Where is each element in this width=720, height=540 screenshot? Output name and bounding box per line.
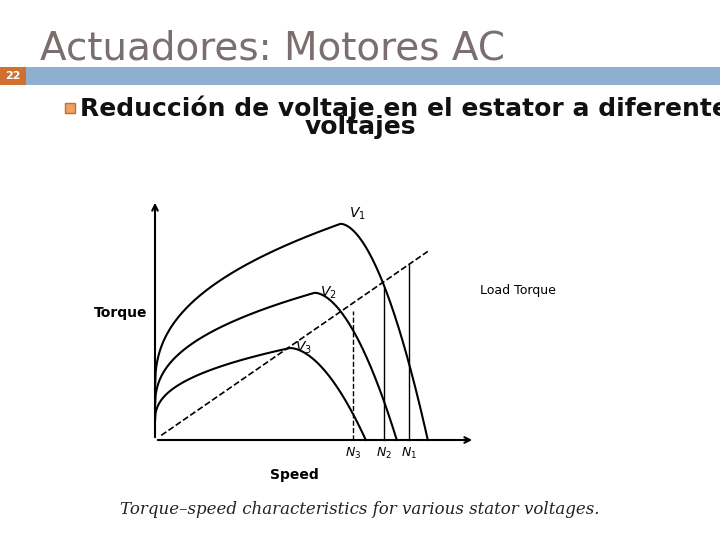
Bar bbox=[0, 67, 720, 85]
Text: $N_2$: $N_2$ bbox=[377, 446, 392, 461]
Text: Load Torque: Load Torque bbox=[480, 284, 556, 297]
Text: $N_3$: $N_3$ bbox=[346, 446, 361, 461]
Text: Actuadores: Motores AC: Actuadores: Motores AC bbox=[40, 30, 505, 68]
Bar bbox=[0, 67, 26, 85]
Text: $V_1$: $V_1$ bbox=[348, 205, 365, 222]
Text: Torque–speed characteristics for various stator voltages.: Torque–speed characteristics for various… bbox=[120, 501, 600, 518]
Text: voltajes: voltajes bbox=[305, 115, 415, 139]
Text: Speed: Speed bbox=[270, 468, 319, 482]
Text: Reducción de voltaje en el estator a diferentes: Reducción de voltaje en el estator a dif… bbox=[80, 95, 720, 121]
Text: $V_2$: $V_2$ bbox=[320, 285, 336, 301]
Text: Torque: Torque bbox=[94, 307, 147, 321]
Bar bbox=[65, 103, 75, 113]
Text: 22: 22 bbox=[5, 71, 21, 81]
Text: $V_3$: $V_3$ bbox=[295, 340, 312, 356]
Text: $N_1$: $N_1$ bbox=[401, 446, 418, 461]
